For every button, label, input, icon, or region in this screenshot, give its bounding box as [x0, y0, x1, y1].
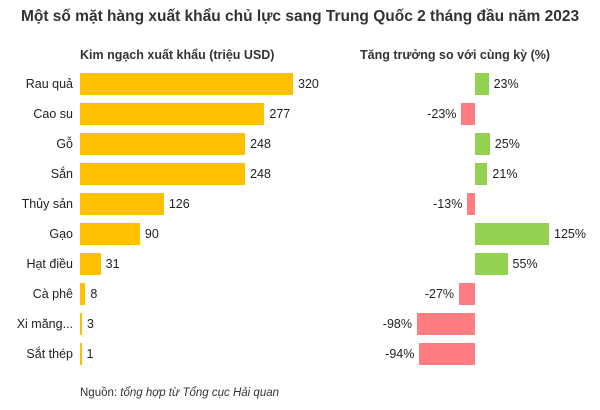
growth-negative-bar [416, 313, 475, 335]
export-value-bar [80, 223, 140, 245]
export-value-bar [80, 103, 265, 125]
growth-value-label: -27% [424, 287, 455, 301]
growth-negative-bar [467, 193, 475, 215]
source-note: Nguồn: tổng hợp từ Tổng cục Hải quan [80, 387, 279, 399]
growth-value-label: 23% [493, 77, 519, 91]
category-label: Sắn [50, 167, 73, 181]
category-label: Rau quả [25, 77, 73, 91]
category-label: Sắt thép [26, 347, 73, 361]
growth-positive-bar [475, 73, 489, 95]
export-value-label: 8 [90, 287, 98, 301]
export-value-label: 3 [86, 317, 94, 331]
export-value-label: 248 [250, 167, 271, 181]
export-value-label: 248 [250, 137, 271, 151]
export-value-bar [80, 163, 246, 185]
growth-value-label: -23% [427, 107, 457, 121]
export-value-panel-title: Kim ngạch xuất khẩu (triệu USD) [80, 48, 275, 62]
category-label: Gạo [49, 227, 73, 241]
export-value-bar [80, 313, 82, 335]
chart-title: Một số mặt hàng xuất khẩu chủ lực sang T… [20, 8, 580, 25]
growth-negative-bar [419, 343, 475, 365]
source-prefix: Nguồn: [80, 387, 121, 399]
growth-value-label: 21% [492, 167, 518, 181]
growth-positive-bar [475, 133, 490, 155]
source-text: tổng hợp từ Tổng cục Hải quan [120, 387, 280, 399]
category-label: Thủy sản [21, 197, 73, 211]
export-value-label: 90 [144, 227, 159, 241]
growth-value-label: 55% [512, 257, 538, 271]
export-value-bar [80, 283, 86, 305]
growth-value-label: 25% [494, 137, 520, 151]
category-label: Gỗ [56, 137, 73, 151]
export-value-bar [80, 253, 101, 275]
export-value-bar [80, 73, 293, 95]
growth-panel-title: Tăng trưởng so với cùng kỳ (%) [360, 48, 551, 62]
export-value-label: 320 [298, 77, 319, 91]
growth-value-label: -98% [382, 317, 412, 331]
growth-value-label: -13% [433, 197, 463, 211]
growth-positive-bar [475, 163, 488, 185]
export-value-bar [80, 193, 164, 215]
category-label: Cao su [33, 107, 73, 121]
export-value-label: 1 [86, 347, 94, 361]
category-label: Hạt điều [26, 257, 73, 271]
growth-negative-bar [461, 103, 475, 125]
growth-negative-bar [459, 283, 475, 305]
growth-value-label: -94% [385, 347, 415, 361]
growth-positive-bar [475, 223, 549, 245]
category-label: Cà phê [32, 287, 73, 301]
export-value-label: 277 [269, 107, 291, 121]
export-value-bar [80, 343, 82, 365]
export-value-label: 31 [105, 257, 120, 271]
growth-value-label: 125% [554, 227, 586, 241]
export-value-label: 126 [168, 197, 190, 211]
export-value-bar [80, 133, 246, 155]
category-label: Xi măng... [16, 317, 73, 331]
growth-positive-bar [475, 253, 508, 275]
